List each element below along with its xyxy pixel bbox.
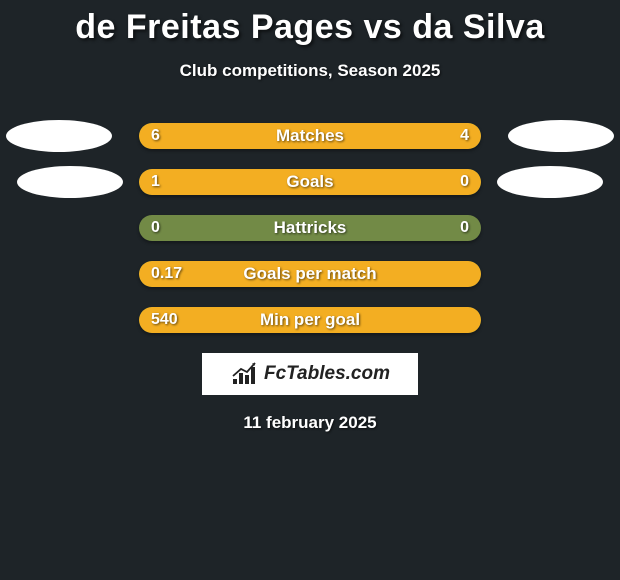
player-left-marker [6, 120, 112, 152]
player-right-marker [497, 166, 603, 198]
stats-area: 6 Matches 4 1 Goals 0 0 Hattricks 0 0.17 Goals per… [0, 123, 620, 333]
stat-bar: 6 Matches 4 [139, 123, 481, 149]
stat-row: 1 Goals 0 [0, 169, 620, 195]
player-left-marker [17, 166, 123, 198]
stat-label: Hattricks [274, 218, 347, 238]
stat-bar: 0 Hattricks 0 [139, 215, 481, 241]
stat-left-value: 0 [151, 219, 160, 237]
stat-left-value: 6 [151, 127, 160, 145]
fctables-logo-icon [230, 361, 260, 387]
bar-fill-left [139, 169, 402, 195]
stat-right-value: 0 [460, 219, 469, 237]
stat-label: Matches [276, 126, 344, 146]
stat-bar: 1 Goals 0 [139, 169, 481, 195]
stat-left-value: 0.17 [151, 265, 182, 283]
stat-right-value: 4 [460, 127, 469, 145]
stat-row: 540 Min per goal [0, 307, 620, 333]
page-title: de Freitas Pages vs da Silva [0, 0, 620, 47]
stat-left-value: 1 [151, 173, 160, 191]
stat-row: 6 Matches 4 [0, 123, 620, 149]
stat-row: 0.17 Goals per match [0, 261, 620, 287]
stat-row: 0 Hattricks 0 [0, 215, 620, 241]
logo-panel: FcTables.com [202, 353, 418, 395]
logo-text: FcTables.com [264, 363, 390, 385]
player-right-marker [508, 120, 614, 152]
stat-label: Min per goal [260, 310, 360, 330]
stat-label: Goals [286, 172, 333, 192]
stat-bar: 540 Min per goal [139, 307, 481, 333]
footer-date: 11 february 2025 [0, 413, 620, 433]
stat-left-value: 540 [151, 311, 178, 329]
stat-bar: 0.17 Goals per match [139, 261, 481, 287]
bar-fill-right [402, 169, 481, 195]
stat-label: Goals per match [243, 264, 376, 284]
page-subtitle: Club competitions, Season 2025 [0, 61, 620, 81]
stat-right-value: 0 [460, 173, 469, 191]
